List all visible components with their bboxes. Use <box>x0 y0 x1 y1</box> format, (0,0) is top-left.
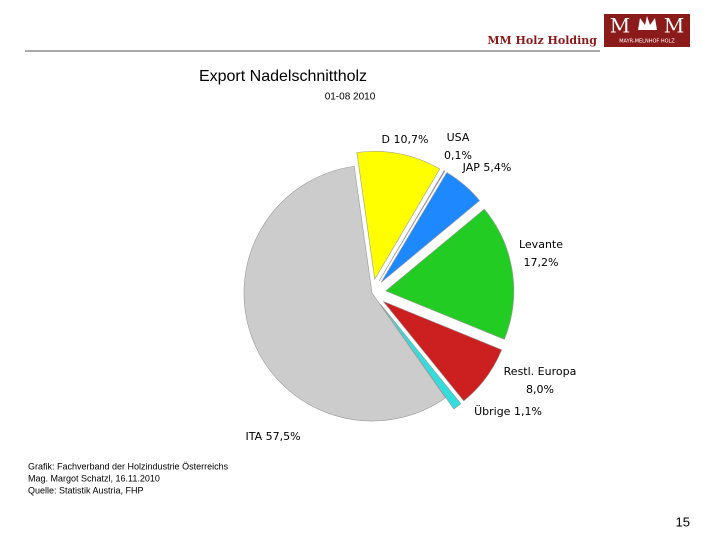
logo-letter: M <box>610 14 630 38</box>
source-line: Mag. Margot Schatzl, 16.11.2010 <box>28 473 160 483</box>
page-number: 15 <box>676 514 690 529</box>
slice-value: 57,5% <box>266 430 301 443</box>
source-line: Quelle: Statistik Austria, FHP <box>28 485 144 495</box>
slice-value: 8,0% <box>526 383 554 396</box>
slice-label: ITA 57,5% <box>245 430 300 443</box>
slice-name: USA <box>447 131 470 144</box>
slice-value: 5,4% <box>483 161 511 174</box>
source-line: Grafik: Fachverband der Holzindustrie Ös… <box>28 461 229 471</box>
pie-slice <box>356 150 441 281</box>
pie-slice <box>380 172 481 283</box>
company-name: MM Holz Holding <box>487 34 597 47</box>
slice-label: D 10,7% <box>382 133 429 146</box>
chart-subtitle: 01-08 2010 <box>325 92 376 103</box>
logo-crown <box>638 16 657 30</box>
slice-label: Übrige 1,1% <box>474 405 542 418</box>
pie: D 10,7% USA 0,1%JAP 5,4% Levante 17,2% Restl.… <box>243 131 577 443</box>
pie-slice <box>243 165 446 422</box>
slice-value: 0,1% <box>444 149 472 162</box>
slice-value: 10,7% <box>394 133 429 146</box>
slice-value: 17,2% <box>524 256 559 269</box>
logo-text: MAYR-MELNHOF HOLZ <box>619 39 675 45</box>
logo-letter: M <box>664 14 684 38</box>
pie-slice <box>383 301 503 402</box>
pie-slice <box>385 208 515 340</box>
slice-label: JAP 5,4% <box>462 161 512 174</box>
slice-name: Levante <box>519 238 563 251</box>
slice-value: 1,1% <box>514 405 542 418</box>
slice-name: JAP <box>462 161 481 174</box>
slice-name: Übrige <box>474 405 511 418</box>
slice-name: D <box>382 133 390 146</box>
pie-slice <box>380 303 462 410</box>
slice-name: Restl. Europa <box>504 365 577 378</box>
slice-name: ITA <box>245 430 262 443</box>
chart-title: Export Nadelschnittholz <box>199 68 367 85</box>
pie-slice <box>378 170 446 282</box>
